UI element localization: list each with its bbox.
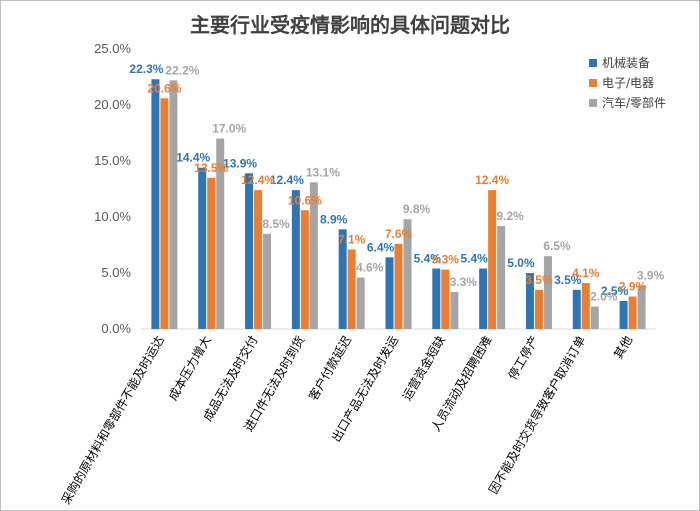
bar (263, 233, 272, 329)
legend-label: 汽车/零部件 (602, 95, 666, 110)
x-category-label: 成本压力增大 (166, 334, 214, 403)
data-label: 3.9% (637, 268, 665, 282)
data-label: 9.8% (403, 202, 431, 216)
data-label: 13.9% (223, 156, 257, 170)
bar (450, 292, 459, 329)
data-label: 7.6% (385, 227, 413, 241)
data-label: 8.9% (320, 212, 348, 226)
data-label: 22.2% (165, 63, 199, 77)
bar (356, 277, 365, 329)
x-category-label: 其他 (611, 334, 635, 362)
data-label: 2.9% (619, 280, 647, 294)
data-label: 5.3% (432, 253, 460, 267)
legend-swatch (589, 79, 597, 87)
data-label: 5.0% (507, 256, 535, 270)
chart-title: 主要行业受疫情影响的具体问题对比 (190, 13, 510, 37)
data-label: 12.4% (241, 173, 275, 187)
bar (534, 289, 543, 329)
bar (309, 182, 318, 329)
y-tick-label: 5.0% (101, 265, 131, 280)
bar (619, 301, 628, 329)
data-label: 12.4% (475, 173, 509, 187)
bar (207, 177, 216, 329)
bar (394, 243, 403, 329)
x-category-label: 客户付款延迟 (305, 333, 354, 403)
data-label: 5.4% (414, 252, 442, 266)
bar (169, 80, 178, 329)
bar (590, 306, 599, 329)
bar (216, 138, 225, 329)
bar (628, 296, 637, 329)
bar (198, 167, 207, 329)
bar (572, 289, 581, 329)
bar (479, 268, 488, 329)
bar (291, 190, 300, 329)
data-label: 6.5% (543, 239, 571, 253)
legend-label: 机械装备 (602, 55, 650, 70)
data-label: 17.0% (212, 122, 246, 136)
legend-swatch (589, 99, 597, 107)
bar (403, 219, 412, 329)
x-category-label: 停工停产 (505, 333, 542, 382)
data-label: 3.3% (450, 275, 478, 289)
data-label: 12.4% (270, 173, 304, 187)
data-label: 3.5% (554, 273, 582, 287)
bar (432, 268, 441, 329)
x-category-label: 因不能及时交货导致客户取消订单 (485, 333, 588, 496)
data-label: 14.4% (176, 151, 210, 165)
data-label: 2.0% (590, 290, 618, 304)
legend-label: 电子/电器 (602, 76, 654, 90)
legend-swatch (589, 59, 597, 67)
data-label: 13.1% (306, 165, 340, 179)
data-label: 5.4% (460, 252, 488, 266)
bar (581, 283, 590, 329)
bar (338, 229, 347, 329)
bar (151, 79, 160, 330)
y-tick-label: 25.0% (94, 41, 131, 56)
bar (347, 249, 356, 329)
data-label: 7.1% (338, 232, 366, 246)
y-tick-label: 15.0% (94, 153, 131, 168)
data-label: 13.5% (194, 161, 228, 175)
data-label: 10.6% (288, 193, 322, 207)
data-label: 4.1% (572, 266, 600, 280)
y-tick-label: 10.0% (94, 209, 131, 224)
bar (254, 190, 263, 329)
bar (300, 210, 309, 329)
x-category-label: 运营资金短缺 (399, 333, 448, 403)
bar (245, 173, 254, 329)
y-tick-label: 0.0% (101, 321, 131, 336)
bar (637, 285, 646, 329)
y-tick-label: 20.0% (94, 97, 131, 112)
bar (525, 273, 534, 329)
bar (488, 190, 497, 329)
x-category-label: 采购的原材料和零部件不能及时运达 (58, 333, 167, 507)
data-label: 9.2% (496, 209, 524, 223)
data-label: 8.5% (262, 217, 290, 231)
data-label: 2.5% (601, 284, 629, 298)
bar (497, 225, 506, 329)
bar (543, 256, 552, 329)
data-label: 20.6% (147, 81, 181, 95)
data-label: 3.5% (525, 273, 553, 287)
bar (385, 257, 394, 329)
bar (441, 269, 450, 329)
data-label: 22.3% (129, 62, 163, 76)
data-label: 6.4% (367, 240, 395, 254)
data-label: 4.6% (356, 260, 384, 274)
bar (160, 98, 169, 329)
